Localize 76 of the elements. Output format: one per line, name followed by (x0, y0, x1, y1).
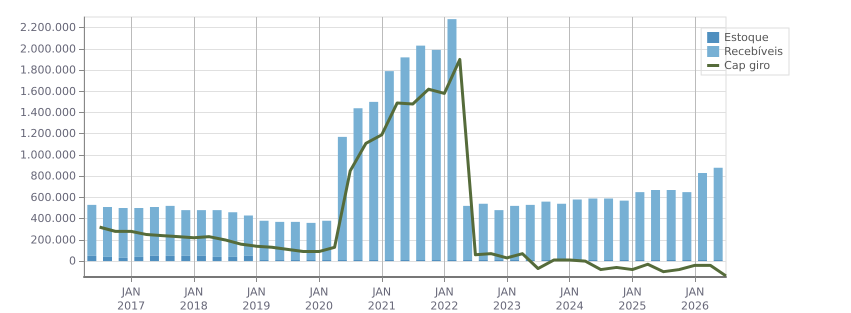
bar (118, 258, 128, 262)
bar (306, 222, 316, 260)
legend-label: Cap giro (724, 59, 770, 72)
x-tick-label: JAN 2023 (492, 286, 521, 312)
x-tick-label: JAN 2022 (430, 286, 458, 312)
y-tick-label: 200.000 (30, 233, 76, 246)
bar (166, 256, 175, 262)
bar (260, 220, 269, 260)
bar (212, 256, 222, 262)
x-tick-label: JAN 2020 (304, 286, 333, 312)
bar (102, 256, 112, 262)
bar (620, 200, 629, 260)
bar (651, 190, 660, 260)
x-tick-label: JAN 2017 (117, 286, 146, 312)
bar (290, 222, 300, 260)
bar (150, 256, 159, 262)
bar (228, 212, 238, 257)
bar (134, 256, 144, 262)
bar (666, 190, 676, 260)
bar (447, 19, 456, 260)
y-tick-label: 400.000 (30, 212, 76, 226)
bar (384, 71, 394, 260)
bar (572, 200, 582, 260)
bar (102, 206, 112, 257)
y-tick-label: 2.200.000 (20, 21, 76, 34)
x-tick-label: JAN 2026 (680, 286, 709, 312)
bar (87, 256, 96, 262)
y-tick-label: 800.000 (30, 170, 76, 183)
bar (432, 50, 441, 260)
y-tick-label: 1.600.000 (20, 84, 76, 98)
y-tick-label: 1.200.000 (20, 127, 76, 140)
bar (369, 102, 378, 260)
y-tick-label: 600.000 (30, 190, 76, 204)
bar (541, 202, 550, 260)
x-tick-label: JAN 2018 (180, 286, 208, 312)
y-tick-label: 1.000.000 (20, 148, 76, 162)
bar (588, 198, 598, 260)
bar (463, 206, 472, 260)
bar (196, 256, 206, 262)
x-tick-label: JAN 2021 (368, 286, 396, 312)
y-tick-label: 0 (69, 254, 76, 268)
bar (682, 192, 692, 260)
bar (118, 208, 128, 258)
bar (698, 173, 708, 260)
bar (244, 256, 253, 262)
bar (150, 206, 159, 256)
y-tick-label: 2.000.000 (20, 42, 76, 56)
x-tick-label: JAN 2019 (242, 286, 270, 312)
bar (635, 192, 644, 260)
bar (212, 210, 222, 257)
x-tick-label: JAN 2025 (618, 286, 646, 312)
legend-label: Recebíveis (724, 45, 784, 58)
y-tick-label: 1.400.000 (20, 106, 76, 120)
bar (354, 108, 363, 260)
bar (166, 206, 175, 256)
bar (228, 256, 238, 262)
bar (478, 204, 488, 260)
bar (714, 168, 723, 260)
bar (322, 220, 332, 260)
bar (416, 46, 426, 260)
y-tick-label: 1.800.000 (20, 64, 76, 77)
x-tick-label: JAN 2024 (556, 286, 584, 312)
bar (400, 57, 410, 260)
bar (244, 215, 253, 256)
bar (181, 210, 190, 256)
bar (526, 204, 535, 260)
bar (196, 210, 206, 256)
bar (134, 208, 144, 257)
bar (181, 256, 190, 262)
bar (557, 204, 566, 260)
bar (87, 204, 96, 256)
bar (275, 222, 284, 260)
legend-label: Estoque (724, 31, 769, 44)
bar (604, 198, 614, 260)
bar (510, 206, 520, 260)
bar (494, 210, 504, 260)
